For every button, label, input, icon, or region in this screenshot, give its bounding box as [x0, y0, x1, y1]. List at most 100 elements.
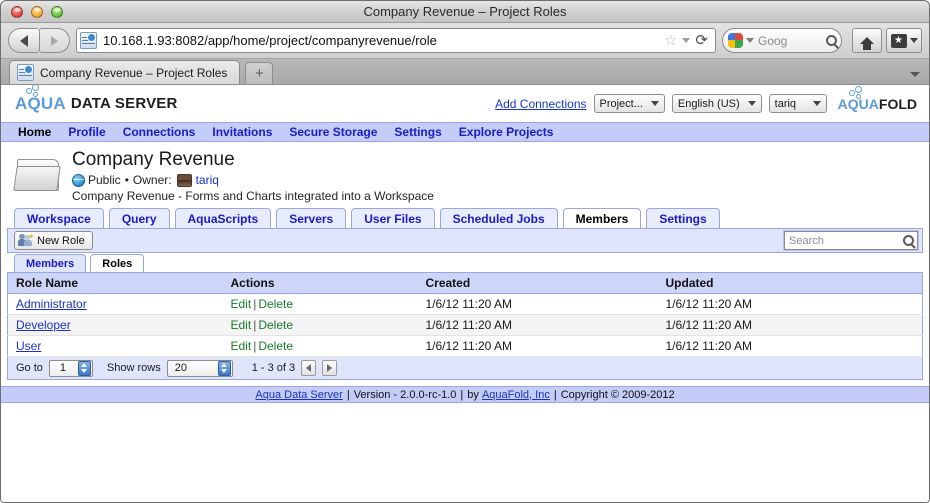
footer-by: by [467, 388, 479, 401]
tab-members[interactable]: Members [562, 208, 642, 228]
owner-label: Owner: [132, 173, 172, 187]
new-tab-button[interactable]: + [245, 62, 274, 84]
delete-link[interactable]: Delete [258, 339, 293, 353]
folder-icon [13, 155, 61, 192]
nav-item-invitations[interactable]: Invitations [212, 125, 273, 139]
tab-query[interactable]: Query [108, 208, 170, 228]
user-menu[interactable]: tariq [768, 94, 827, 113]
tab-user-files[interactable]: User Files [351, 208, 435, 228]
window-zoom-button[interactable] [51, 6, 63, 18]
meta-separator: • [124, 173, 129, 187]
delete-link[interactable]: Delete [258, 297, 293, 311]
cell-role-name: Administrator [7, 293, 223, 315]
roles-panel: Members Roles Role Name Actions Created … [7, 253, 923, 380]
goto-page-stepper[interactable]: 1 [48, 359, 93, 377]
new-role-label: New Role [37, 234, 85, 247]
project-select-value: Project... [599, 97, 643, 110]
role-name-link[interactable]: User [16, 339, 42, 353]
goto-page-value: 1 [59, 362, 66, 374]
next-page-button[interactable] [322, 360, 338, 376]
footer-separator: | [460, 388, 464, 401]
window-minimize-button[interactable] [31, 6, 43, 18]
chevron-down-icon[interactable] [682, 38, 691, 43]
search-input[interactable]: Search [784, 231, 918, 250]
tab-scheduled-jobs[interactable]: Scheduled Jobs [439, 208, 558, 228]
cell-created: 1/6/12 11:20 AM [417, 335, 658, 357]
project-description: Company Revenue - Forms and Charts integ… [72, 189, 434, 203]
page-footer: Aqua Data Server | Version - 2.0.0-rc-1.… [1, 386, 929, 403]
brand-aqua-text: AQUA [15, 93, 66, 113]
cell-actions: Edit | Delete [222, 293, 418, 315]
role-name-link[interactable]: Developer [16, 318, 71, 332]
site-favicon-icon [80, 32, 97, 49]
google-icon [728, 33, 743, 48]
show-rows-stepper[interactable]: 20 [166, 359, 233, 377]
language-select-value: English (US) [677, 97, 740, 110]
stepper-arrows-icon[interactable] [77, 360, 91, 376]
tab-favicon-icon [17, 64, 34, 81]
browser-tab[interactable]: Company Revenue – Project Roles [9, 60, 241, 84]
footer-product-link[interactable]: Aqua Data Server [255, 388, 343, 401]
new-role-button[interactable]: ✦ New Role [14, 231, 93, 250]
nav-item-explore-projects[interactable]: Explore Projects [458, 125, 554, 139]
edit-link[interactable]: Edit [230, 318, 252, 332]
table-pager: Go to 1 Show rows 20 1 - 3 of 3 [7, 357, 923, 380]
footer-company-link[interactable]: AquaFold, Inc [481, 388, 550, 401]
column-header-actions[interactable]: Actions [222, 272, 418, 294]
action-separator: | [253, 339, 257, 353]
window-close-button[interactable] [11, 6, 23, 18]
edit-link[interactable]: Edit [230, 297, 252, 311]
cell-role-name: Developer [7, 314, 223, 336]
home-button[interactable] [852, 28, 882, 53]
nav-item-settings[interactable]: Settings [394, 125, 442, 139]
sub-tab-roles[interactable]: Roles [90, 254, 145, 272]
nav-item-secure-storage[interactable]: Secure Storage [289, 125, 378, 139]
column-header-role-name[interactable]: Role Name [7, 272, 223, 294]
bookmarks-button[interactable]: ★ [886, 28, 922, 53]
tab-aquascripts[interactable]: AquaScripts [174, 208, 272, 228]
role-name-link[interactable]: Administrator [16, 297, 87, 311]
add-connections-link[interactable]: Add Connections [495, 96, 587, 111]
tab-workspace[interactable]: Workspace [14, 208, 104, 228]
previous-page-button[interactable] [301, 360, 317, 376]
address-bar[interactable]: 10.168.1.93:8082/app/home/project/compan… [76, 28, 716, 53]
tab-servers[interactable]: Servers [276, 208, 347, 228]
language-select[interactable]: English (US) [671, 94, 762, 113]
forward-button[interactable] [39, 28, 70, 53]
column-header-updated[interactable]: Updated [657, 272, 923, 294]
reload-icon[interactable]: ⟳ [695, 32, 708, 49]
search-icon[interactable] [903, 235, 914, 246]
edit-link[interactable]: Edit [230, 339, 252, 353]
main-navigation: Home Profile Connections Invitations Sec… [1, 122, 929, 142]
bubbles-icon [848, 85, 866, 100]
nav-item-profile[interactable]: Profile [68, 125, 106, 139]
tab-settings[interactable]: Settings [646, 208, 720, 228]
roles-table: Role Name Actions Created Updated Admini… [7, 272, 923, 357]
bookmark-star-icon[interactable]: ☆ [663, 32, 678, 49]
cell-role-name: User [7, 335, 223, 357]
column-header-created[interactable]: Created [417, 272, 658, 294]
table-header-row: Role Name Actions Created Updated [7, 272, 923, 294]
chevron-down-icon [650, 101, 659, 106]
search-icon[interactable] [826, 35, 837, 46]
chevron-down-icon[interactable] [746, 38, 754, 43]
tab-list-chevron-icon[interactable] [910, 72, 920, 77]
back-button[interactable] [8, 28, 39, 53]
project-header: Company Revenue Public • Owner: tariq Co… [1, 142, 929, 207]
delete-link[interactable]: Delete [258, 318, 293, 332]
content-toolbar: ✦ New Role Search [7, 228, 923, 253]
project-select[interactable]: Project... [593, 94, 665, 113]
action-separator: | [253, 318, 257, 332]
url-text: 10.168.1.93:8082/app/home/project/compan… [103, 33, 437, 48]
nav-item-connections[interactable]: Connections [122, 125, 196, 139]
home-icon [860, 37, 874, 50]
stepper-arrows-icon[interactable] [217, 360, 231, 376]
browser-search-bar[interactable]: Goog [722, 28, 842, 53]
nav-item-home[interactable]: Home [18, 125, 52, 139]
aquafold-fold-text: FOLD [878, 95, 917, 112]
sub-tab-members[interactable]: Members [14, 254, 87, 272]
owner-name[interactable]: tariq [195, 173, 219, 187]
navigation-buttons [8, 28, 70, 53]
footer-copyright: Copyright © 2009-2012 [560, 388, 675, 401]
